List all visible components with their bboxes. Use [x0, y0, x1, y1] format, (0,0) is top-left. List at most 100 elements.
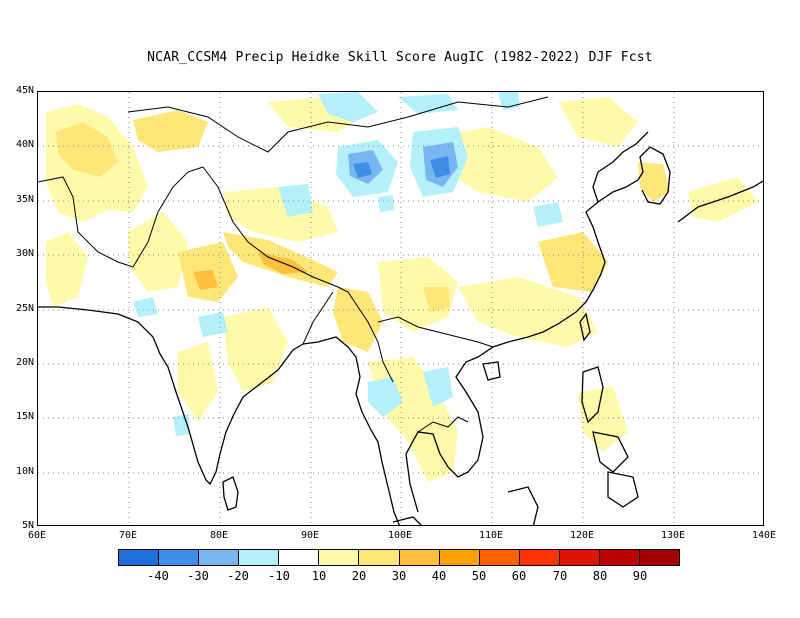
patch-tibet: [223, 187, 338, 242]
lat-label-30n: 30N: [15, 248, 34, 259]
colorbar-swatch: [519, 550, 560, 565]
patch-india-c: [223, 307, 288, 392]
lat-label-25n: 25N: [15, 303, 34, 314]
colorbar-swatch: [199, 550, 240, 565]
coast-taiwan: [579, 312, 591, 342]
neg-north-2: [398, 94, 458, 114]
lat-label-45n: 45N: [15, 85, 34, 96]
coast-visayas: [592, 431, 629, 473]
colorbar-swatch: [479, 550, 520, 565]
border-himalaya: [202, 166, 339, 288]
colorbar-label: 30: [391, 569, 407, 583]
colorbar-label: 40: [431, 569, 447, 583]
colorbar: [118, 549, 680, 566]
patch-iran-s: [46, 232, 88, 307]
patch-japan: [688, 177, 758, 222]
gridlines: [38, 92, 763, 525]
lon-label-110e: 110E: [478, 530, 504, 541]
coast-bengal: [302, 336, 400, 525]
patch-ne-china: [558, 97, 638, 147]
coast-japan: [677, 180, 763, 223]
border-pak-india: [132, 166, 204, 268]
colorbar-label: -40: [147, 569, 169, 583]
patch-kazak: [133, 110, 208, 152]
colorbar-label: 20: [351, 569, 367, 583]
neg-indochina: [423, 367, 453, 407]
coast-borneo: [507, 486, 539, 525]
border-thai-cambodia: [417, 416, 469, 433]
neg-china-e: [533, 202, 563, 227]
border-india-bangla: [302, 291, 334, 345]
lon-label-90e: 90E: [300, 530, 320, 541]
coast-mindanao: [607, 471, 639, 508]
patch-yunnan-core: [423, 287, 450, 312]
colorbar-swatch: [319, 550, 360, 565]
border-bangla-myanmar: [337, 286, 394, 383]
colorbar-swatch: [399, 550, 440, 565]
lon-label-70e: 70E: [118, 530, 138, 541]
coast-korea: [637, 146, 671, 205]
neg-tibet-c: [378, 195, 394, 212]
map-panel: [37, 91, 764, 526]
coast-china-s: [492, 179, 639, 348]
coast-bohai: [592, 131, 649, 203]
lon-label-100e: 100E: [387, 530, 413, 541]
patch-pakistan: [128, 212, 188, 292]
coast-indochina: [405, 346, 494, 513]
colorbar-label: 80: [592, 569, 608, 583]
colorbar-label: 60: [511, 569, 527, 583]
lon-label-120e: 120E: [569, 530, 595, 541]
colorbar-swatch: [559, 550, 600, 565]
border-china-sea: [377, 316, 494, 348]
colorbar-swatch: [119, 550, 160, 565]
colorbar-label: 90: [632, 569, 648, 583]
patch-phil: [578, 387, 628, 452]
lon-label-140e: 140E: [751, 530, 777, 541]
neg-tibet-e-center: [430, 156, 450, 178]
coast-sumatra: [392, 516, 422, 525]
colorbar-label: 10: [311, 569, 327, 583]
patch-korea: [638, 162, 670, 202]
colorbar-label: -10: [268, 569, 290, 583]
patch-afghan-core: [56, 122, 118, 177]
skill-positive-patches: [46, 97, 758, 482]
lat-label-10n: 10N: [15, 466, 34, 477]
borders: [38, 96, 549, 433]
neg-north: [318, 92, 378, 122]
colorbar-swatch: [640, 550, 680, 565]
colorbar-label: -30: [187, 569, 209, 583]
neg-myanmar: [368, 377, 403, 417]
neg-north-3: [498, 92, 520, 110]
map-canvas: [38, 92, 763, 525]
patch-china-e: [538, 232, 608, 292]
coast-luzon: [581, 366, 604, 424]
lon-label-80e: 80E: [209, 530, 229, 541]
patch-yunnan: [378, 257, 458, 332]
lat-label-5n: 5N: [21, 520, 34, 531]
colorbar-swatch: [599, 550, 641, 565]
lat-label-40n: 40N: [15, 139, 34, 150]
patch-india-core: [193, 270, 218, 290]
colorbar-label: 70: [552, 569, 568, 583]
neg-india-w: [133, 297, 158, 317]
neg-tibet-w-center: [353, 162, 372, 178]
coastlines: [38, 131, 763, 525]
coast-arabian-sea: [38, 306, 304, 486]
coast-sri-lanka: [222, 476, 239, 511]
patch-china-s: [458, 277, 598, 347]
border-china-north: [127, 96, 549, 153]
colorbar-swatch: [159, 550, 200, 565]
lon-label-60e: 60E: [27, 530, 47, 541]
colorbar-swatch: [239, 550, 280, 565]
neg-tibet-s: [278, 184, 313, 217]
colorbar-label: -20: [227, 569, 249, 583]
patch-bangla: [333, 287, 383, 352]
coast-hainan: [482, 361, 501, 381]
lat-label-35n: 35N: [15, 194, 34, 205]
lat-label-20n: 20N: [15, 357, 34, 368]
colorbar-swatch: [439, 550, 480, 565]
chart-title: NCAR_CCSM4 Precip Heidke Skill Score Aug…: [147, 50, 653, 65]
patch-india-s: [178, 342, 218, 422]
lat-label-15n: 15N: [15, 411, 34, 422]
border-iran-afghan: [38, 176, 134, 268]
